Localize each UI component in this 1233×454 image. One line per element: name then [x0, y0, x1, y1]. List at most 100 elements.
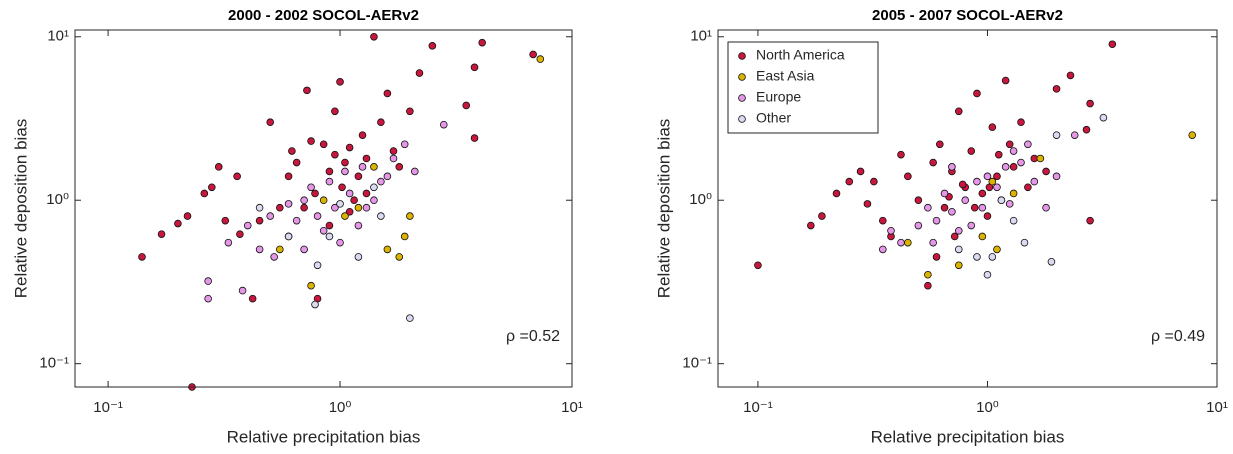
point — [270, 253, 278, 261]
point — [276, 203, 284, 212]
point — [870, 177, 878, 186]
point — [1009, 163, 1018, 171]
point — [1017, 158, 1025, 167]
legend: North America East Asia Europe Other — [727, 41, 879, 134]
point — [325, 177, 334, 186]
point — [319, 196, 328, 205]
point — [929, 238, 937, 247]
point — [377, 177, 385, 186]
point — [331, 203, 339, 212]
point — [395, 163, 404, 171]
point — [954, 107, 963, 116]
point — [973, 89, 981, 98]
point — [914, 221, 923, 230]
point — [288, 147, 296, 155]
point — [983, 172, 992, 181]
point — [988, 123, 997, 131]
point — [354, 221, 363, 230]
x-axis-label: Relative precipitation bias — [227, 427, 421, 446]
point — [993, 172, 1001, 181]
point — [948, 207, 956, 216]
point — [1099, 113, 1108, 122]
point — [331, 150, 339, 159]
point — [536, 55, 545, 63]
point — [214, 163, 223, 171]
point — [1017, 118, 1025, 127]
point — [936, 140, 944, 149]
point — [1066, 71, 1075, 80]
legend-label: Other — [756, 110, 791, 126]
point — [377, 118, 385, 127]
point — [470, 63, 479, 72]
point — [255, 203, 264, 212]
point — [341, 167, 349, 176]
point — [1005, 200, 1014, 208]
point — [954, 227, 963, 235]
point — [300, 245, 308, 254]
point — [1001, 76, 1010, 85]
point — [319, 140, 328, 149]
y-axis-label: Relative deposition bias — [654, 119, 673, 299]
points — [754, 40, 1197, 290]
point — [1188, 131, 1197, 139]
point — [345, 189, 354, 198]
point — [1052, 172, 1061, 181]
y-tick-label: 10⁰ — [689, 191, 712, 208]
point — [204, 294, 212, 303]
legend-marker — [738, 73, 746, 81]
point — [948, 163, 956, 171]
point — [1052, 131, 1061, 139]
point — [284, 232, 293, 241]
point — [1009, 147, 1018, 155]
point — [362, 203, 371, 212]
point — [370, 163, 378, 171]
point — [248, 294, 257, 303]
point — [313, 261, 322, 270]
point — [993, 183, 1001, 192]
legend-marker — [738, 115, 746, 123]
point — [341, 212, 349, 220]
point — [345, 207, 354, 216]
annotation: ρ =0.52 — [506, 328, 560, 345]
x-tick-label: 10¹ — [561, 399, 583, 416]
y-axis-label: Relative deposition bias — [11, 119, 30, 299]
point — [924, 270, 932, 279]
point — [973, 177, 981, 186]
legend-label: Europe — [756, 89, 801, 105]
point — [970, 203, 979, 212]
point — [478, 38, 486, 47]
point — [400, 140, 409, 149]
point — [978, 232, 987, 241]
point — [325, 232, 334, 241]
point — [319, 227, 328, 235]
point — [341, 158, 349, 167]
point — [978, 203, 987, 212]
point — [406, 212, 414, 220]
point — [370, 183, 378, 192]
point — [266, 118, 275, 127]
point — [311, 189, 319, 198]
point — [338, 183, 346, 192]
point — [336, 200, 344, 208]
point — [183, 212, 192, 220]
point — [345, 143, 354, 152]
point — [1052, 85, 1061, 93]
point — [929, 158, 937, 167]
point — [940, 203, 949, 212]
y-tick-label: 10⁻¹ — [682, 355, 712, 372]
point — [311, 300, 319, 309]
legend-marker — [738, 52, 746, 60]
point — [997, 196, 1006, 205]
point — [362, 154, 371, 163]
point — [307, 137, 315, 145]
points — [138, 32, 545, 391]
y-tick-label: 10⁰ — [46, 191, 69, 208]
point — [307, 281, 315, 290]
point — [157, 230, 166, 238]
point — [236, 230, 244, 238]
point — [863, 200, 872, 208]
point — [1042, 203, 1050, 212]
point — [400, 232, 409, 241]
point — [1082, 125, 1091, 134]
point — [325, 167, 334, 176]
